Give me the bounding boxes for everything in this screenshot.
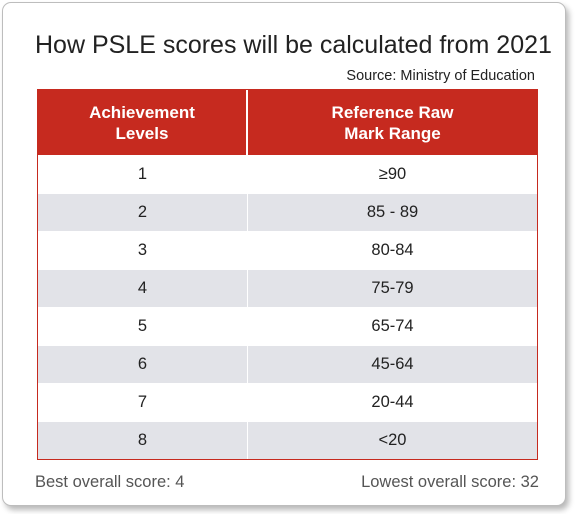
range-cell: ≥90 [378,165,407,183]
table-row: 2 85 - 89 [38,193,537,231]
range-cell: 20-44 [371,393,414,411]
source-note: Source: Ministry of Education [346,68,535,84]
level-cell: 7 [38,384,248,421]
level-cell: 4 [38,270,248,307]
range-cell: 75-79 [371,279,414,297]
table-row: 7 20-44 [38,383,537,421]
range-cell: 65-74 [371,317,414,335]
lowest-score-note: Lowest overall score: 32 [361,473,539,491]
range-cell: 80-84 [371,241,414,259]
level-cell: 1 [38,156,248,193]
table-row: 3 80-84 [38,231,537,269]
table-header: Achievement Levels Reference Raw Mark Ra… [38,90,537,155]
header-mark-range: Reference Raw Mark Range [248,90,537,155]
header-line: Mark Range [344,123,441,143]
page-title: How PSLE scores will be calculated from … [35,31,552,59]
table-row: 1 ≥90 [38,155,537,193]
table-row: 6 45-64 [38,345,537,383]
header-line: Achievement [89,102,195,122]
header-achievement-levels: Achievement Levels [38,90,248,155]
level-cell: 6 [38,346,248,383]
header-line: Levels [115,123,169,143]
level-cell: 5 [38,308,248,345]
level-cell: 8 [38,422,248,459]
range-cell: 45-64 [371,355,414,373]
infographic-card: How PSLE scores will be calculated from … [2,2,566,506]
header-line: Reference Raw [331,102,454,122]
range-cell: <20 [378,431,407,449]
score-table: Achievement Levels Reference Raw Mark Ra… [37,89,538,460]
level-cell: 2 [38,194,248,231]
best-score-note: Best overall score: 4 [35,473,185,491]
range-cell: 85 - 89 [366,203,419,221]
table-row: 8 <20 [38,421,537,459]
table-row: 5 65-74 [38,307,537,345]
table-row: 4 75-79 [38,269,537,307]
level-cell: 3 [38,232,248,269]
